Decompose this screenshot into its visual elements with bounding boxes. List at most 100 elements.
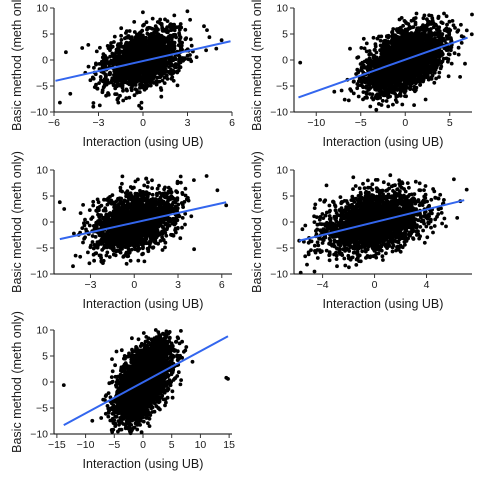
- scatter-point: [97, 62, 102, 66]
- scatter-point: [348, 46, 352, 51]
- y-tick-label: −10: [270, 107, 288, 119]
- scatter-point: [444, 56, 449, 61]
- y-tick-label: −5: [276, 81, 288, 93]
- scatter-point: [142, 47, 147, 52]
- scatter-point: [420, 32, 425, 37]
- scatter-point: [100, 55, 105, 60]
- scatter-point: [364, 58, 369, 62]
- scatter-point: [167, 70, 171, 75]
- scatter-point: [398, 79, 402, 84]
- scatter-point: [342, 97, 347, 102]
- scatter-point: [113, 92, 117, 96]
- scatter-point: [429, 13, 434, 18]
- scatter-point: [101, 52, 106, 56]
- scatter-point: [408, 82, 412, 87]
- scatter-point: [437, 39, 442, 44]
- scatter-point: [426, 28, 431, 32]
- scatter-point: [120, 80, 125, 85]
- scatter-point: [168, 23, 172, 28]
- y-tick: −5: [36, 81, 54, 93]
- scatter-point: [91, 104, 96, 109]
- scatter-point: [455, 29, 460, 34]
- scatter-point: [390, 49, 395, 54]
- scatter-point: [339, 88, 344, 93]
- scatter-point: [146, 71, 150, 76]
- scatter-point: [159, 23, 164, 27]
- scatter-point: [399, 75, 404, 79]
- scatter-point: [432, 70, 436, 75]
- scatter-point: [361, 36, 366, 41]
- scatter-point: [419, 71, 424, 75]
- scatter-point: [378, 38, 383, 43]
- scatter-point: [429, 60, 434, 65]
- scatter-point: [116, 54, 121, 59]
- scatter-point: [447, 32, 452, 37]
- scatter-point: [405, 53, 410, 58]
- scatter-point: [166, 49, 170, 54]
- scatter-point: [119, 33, 123, 38]
- scatter-point: [104, 80, 108, 85]
- scatter-point: [402, 50, 406, 55]
- scatter-point: [364, 49, 369, 54]
- scatter-point: [417, 44, 421, 49]
- scatter-point: [164, 61, 169, 65]
- scatter-point: [155, 75, 160, 80]
- scatter-point: [116, 68, 121, 73]
- scatter-point: [377, 93, 382, 97]
- scatter-point: [183, 222, 187, 227]
- scatter-point: [153, 24, 158, 29]
- scatter-point: [409, 33, 413, 38]
- scatter-point: [135, 90, 140, 95]
- scatter-point: [407, 26, 412, 31]
- scatter-point: [375, 36, 380, 41]
- scatter-point: [108, 71, 112, 76]
- scatter-point: [459, 34, 464, 39]
- scatter-point: [404, 83, 408, 87]
- scatter-point: [144, 63, 149, 68]
- scatter-point: [400, 29, 405, 34]
- scatter-point: [171, 47, 176, 52]
- scatter-point: [205, 28, 209, 32]
- scatter-point: [399, 54, 403, 58]
- scatter-point: [437, 58, 441, 62]
- scatter-point: [380, 98, 385, 103]
- scatter-point: [381, 56, 386, 61]
- scatter-point: [88, 78, 93, 83]
- x-tick-label: 0: [402, 117, 408, 129]
- scatter-point: [356, 94, 361, 99]
- scatter-point: [99, 78, 103, 82]
- scatter-point: [151, 73, 155, 77]
- scatter-point: [86, 43, 91, 47]
- scatter-point: [150, 16, 155, 21]
- scatter-point: [405, 59, 410, 64]
- scatter-point: [368, 92, 372, 96]
- scatter-point: [153, 27, 157, 32]
- scatter-point: [359, 65, 364, 70]
- scatter-point: [394, 100, 399, 104]
- scatter-point: [129, 88, 134, 93]
- scatter-point: [403, 94, 407, 98]
- scatter-point: [379, 74, 384, 79]
- scatter-point: [125, 76, 130, 81]
- scatter-point: [401, 23, 405, 28]
- scatter-point: [363, 95, 367, 100]
- scatter-point: [169, 62, 174, 66]
- scatter-point: [158, 17, 163, 22]
- scatter-point: [374, 93, 379, 98]
- scatter-point: [445, 22, 449, 27]
- scatter-point: [127, 29, 132, 33]
- x-axis-label: Interaction (using UB): [323, 135, 444, 149]
- scatter-point: [412, 60, 417, 65]
- scatter-point: [176, 68, 181, 73]
- scatter-point: [124, 35, 129, 40]
- scatter-point: [139, 100, 144, 105]
- scatter-point: [433, 31, 437, 35]
- scatter-point: [456, 45, 461, 50]
- scatter-point: [139, 33, 144, 38]
- x-tick-label: −10: [307, 117, 325, 129]
- scatter-point: [103, 55, 108, 60]
- scatter-point: [410, 65, 415, 69]
- scatter-point: [179, 25, 184, 30]
- scatter-point: [148, 39, 153, 44]
- scatter-point: [398, 43, 403, 47]
